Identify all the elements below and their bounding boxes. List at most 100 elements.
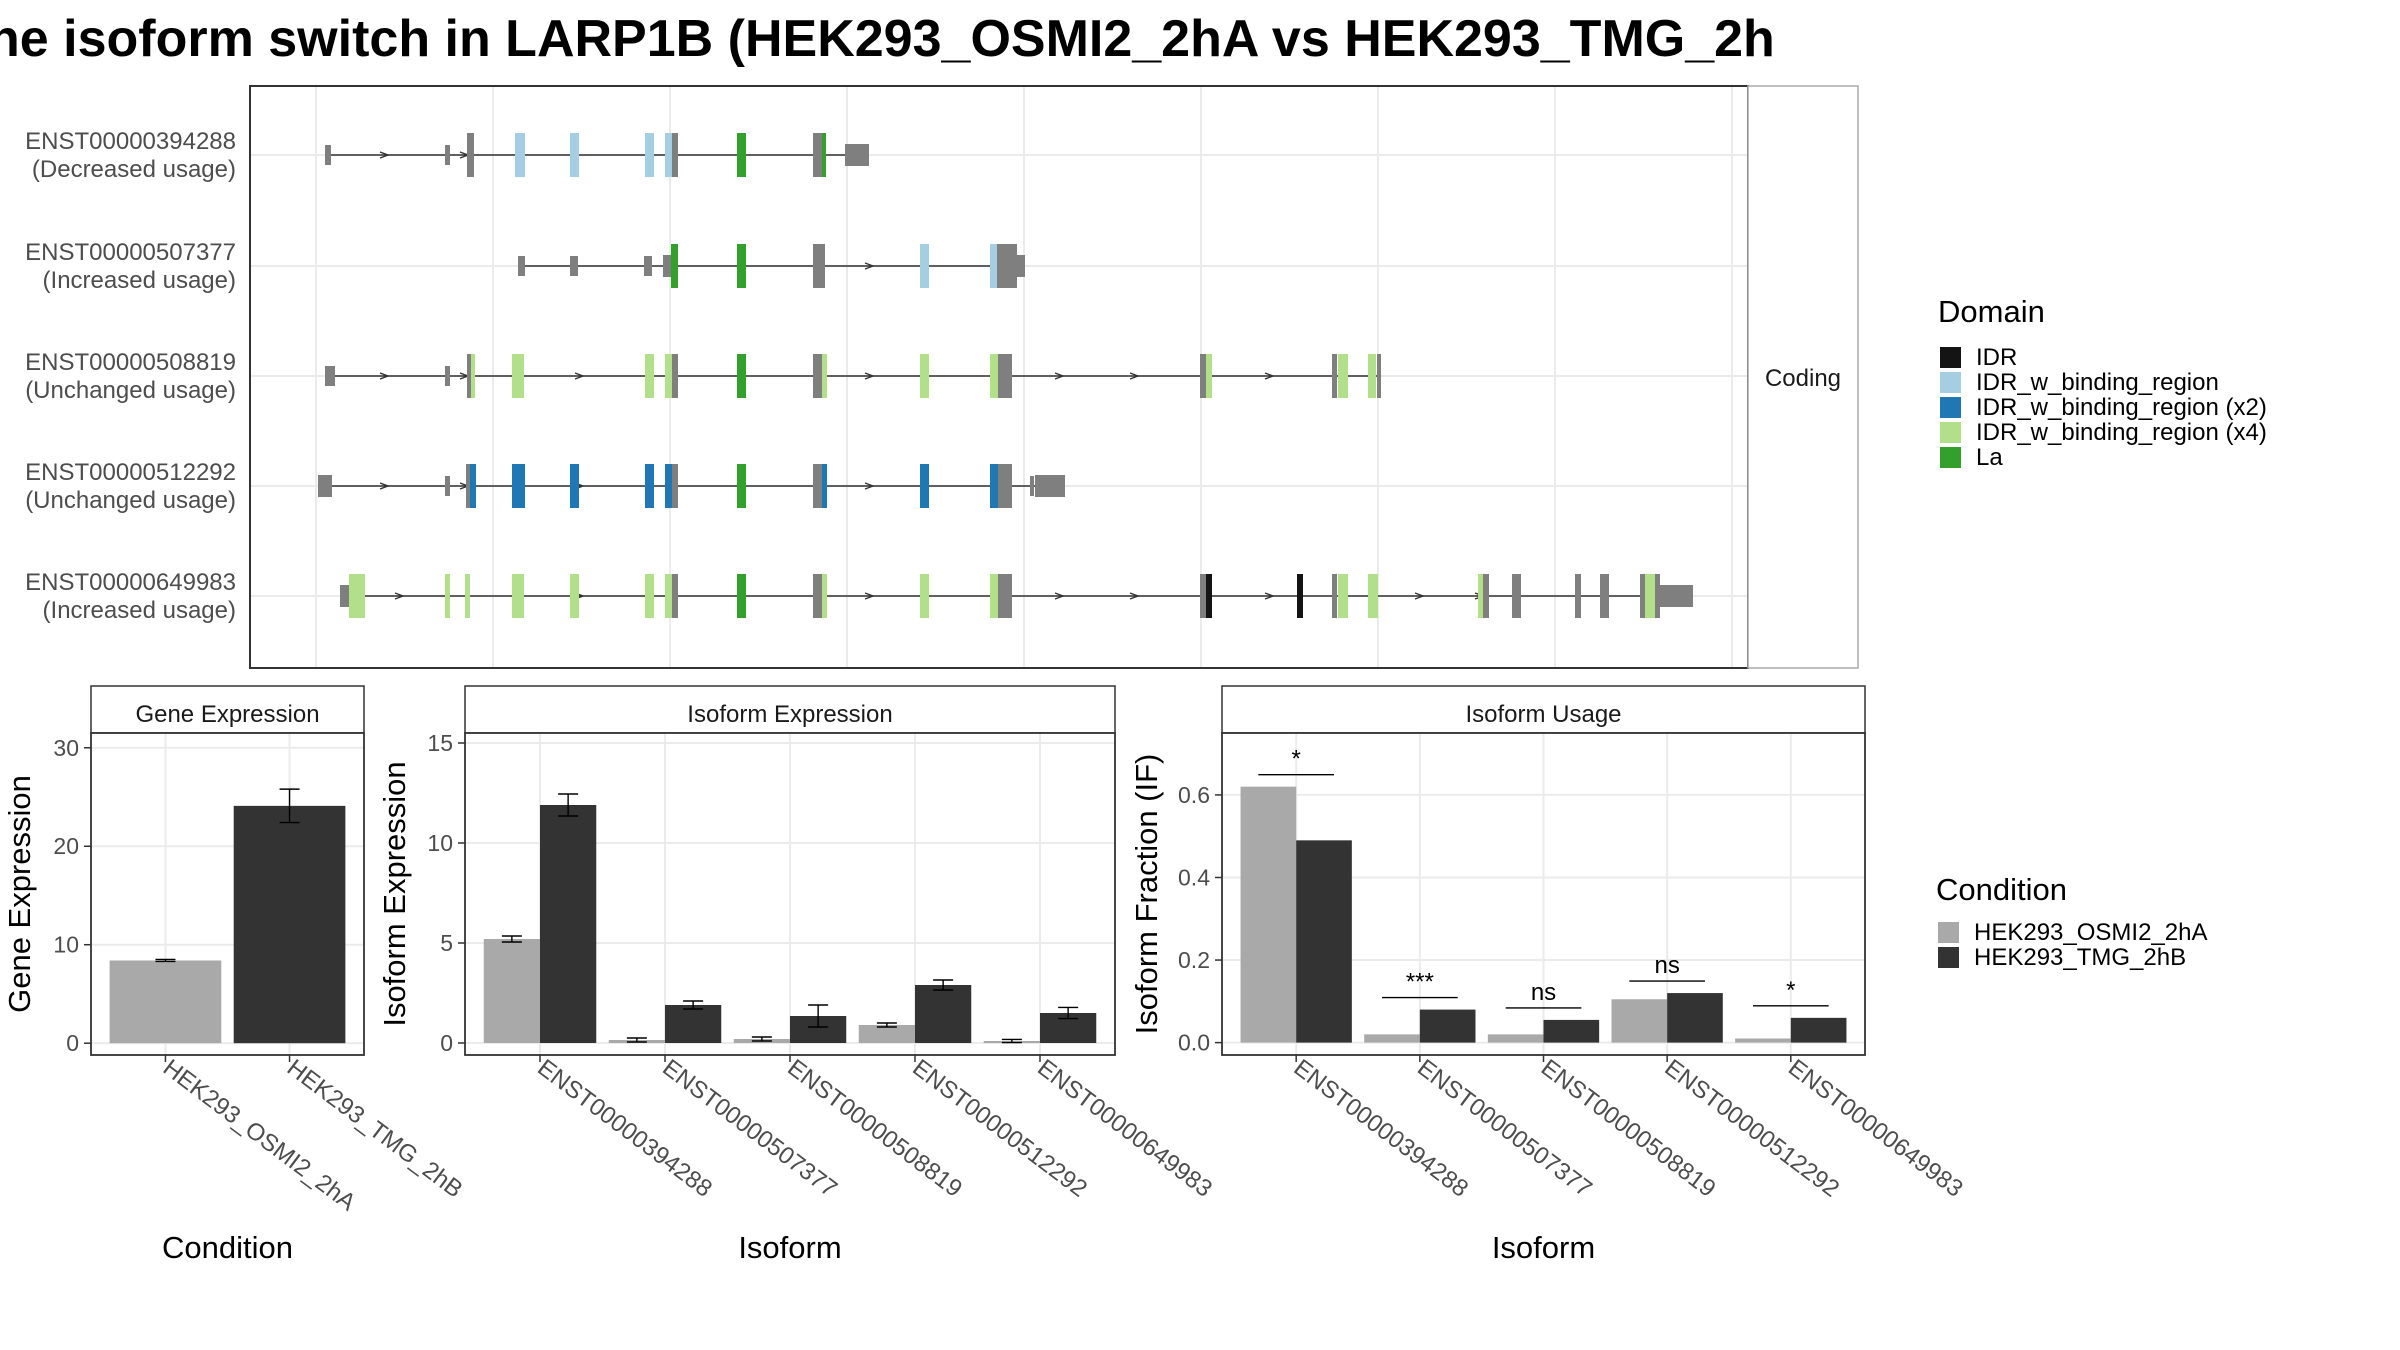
y-axis-title: Isoform Expression [377,761,412,1026]
exon-block [645,574,654,618]
exon-block [445,476,450,496]
exon-block [1338,574,1348,618]
exon-block [1512,574,1521,618]
bar [858,1025,915,1043]
exon-block [1368,574,1378,618]
exon-block [1483,574,1489,618]
x-axis-title: Isoform [738,1230,841,1265]
exon-block [663,255,671,277]
intron-direction-arrow [864,482,875,490]
facet-strip-title: Isoform Usage [1465,701,1621,728]
y-tick-label: 0.0 [1178,1030,1210,1056]
exon-block [997,244,1017,288]
exon-block [1645,574,1655,618]
exon-block [737,133,746,177]
exon-block [672,133,678,177]
exon-block [1200,574,1206,618]
significance-label: * [1292,746,1301,773]
exon-block [1575,574,1581,618]
exon-block [1035,475,1065,497]
x-axis-title: Condition [162,1230,293,1265]
intron-direction-arrow [864,592,875,600]
bar [1419,1009,1476,1043]
error-bar [1058,1006,1079,1020]
exon-block [672,464,678,508]
exon-block [998,354,1012,398]
transcript-id-label: ENST00000507377 [25,239,236,266]
exon-block [466,464,472,508]
bar [665,1005,722,1043]
exon-block [518,256,525,276]
transcript-usage-label: (Increased usage) [43,597,236,624]
y-tick-label: 0.6 [1178,782,1210,808]
exon-block [1017,255,1025,277]
y-tick-label: 30 [53,735,79,761]
bar [233,805,346,1044]
error-bar [683,1000,704,1010]
bar [1667,993,1723,1043]
exon-block [645,464,654,508]
facet-strip-title: Gene Expression [135,701,319,728]
domain-legend-label: IDR_w_binding_region (x4) [1976,419,2267,446]
exon-block [1206,354,1212,398]
intron-direction-arrow [379,482,390,490]
exon-block [822,354,827,398]
bar [1611,999,1668,1043]
error-bar [501,935,522,943]
exon-block [445,574,450,618]
exon-block [1297,574,1303,618]
intron-direction-arrow [394,592,405,600]
domain-legend-title: Domain [1938,294,2045,329]
y-tick-label: 15 [427,730,453,756]
isoform-usage-chart: Isoform Usage**** nsns*0.00.20.40.6ENST00… [1129,685,1968,1265]
exon-block [465,574,470,618]
error-bar [808,1004,829,1028]
intron-direction-arrow [379,151,390,159]
exon-block [570,574,579,618]
exon-block [349,574,365,618]
exon-block [570,464,579,508]
domain-legend-swatch [1940,422,1961,443]
domain-legend-label: La [1976,444,2003,471]
exon-block [1640,574,1645,618]
exon-block [665,464,675,508]
bar [1543,1019,1600,1043]
significance-label: ns [1654,952,1679,979]
exon-block [1478,574,1483,618]
domain-legend-swatch [1940,447,1961,468]
domain-legend-swatch [1940,347,1961,368]
exon-block [512,354,524,398]
condition-legend-label: HEK293_OSMI2_2hA [1974,919,2207,946]
exon-block [1660,585,1693,607]
intron-direction-arrow [1129,372,1140,380]
exon-block [672,354,678,398]
transcript-usage-label: (Unchanged usage) [25,487,236,514]
error-bar [279,788,300,824]
exon-block [672,574,678,618]
intron-direction-arrow [1414,592,1425,600]
exon-block [671,244,678,288]
domain-legend-label: IDR_w_binding_region [1976,369,2219,396]
exon-block [737,574,746,618]
domain-legend-swatch [1940,397,1961,418]
error-bar [155,958,176,963]
exon-block [570,256,578,276]
bar [109,960,222,1044]
transcript-id-label: ENST00000394288 [25,128,236,155]
facet-strip [1221,685,1866,734]
exon-block [325,145,331,165]
exon-block [920,574,929,618]
structure-strip [1747,85,1859,669]
exon-block [512,574,524,618]
y-axis-title: Isoform Fraction (IF) [1129,754,1164,1035]
exon-block [570,133,579,177]
exon-block [1368,354,1376,398]
isoform-expression-chart: Isoform Expression051015ENST00000394288E… [377,685,1217,1265]
x-axis-title: Isoform [1492,1230,1595,1265]
figure-title: ne isoform switch in LARP1B (HEK293_OSMI… [0,10,1775,68]
exon-block [1206,574,1212,618]
y-tick-label: 0 [66,1030,79,1056]
domain-legend-label: IDR [1976,344,2017,371]
exon-block [318,475,332,497]
